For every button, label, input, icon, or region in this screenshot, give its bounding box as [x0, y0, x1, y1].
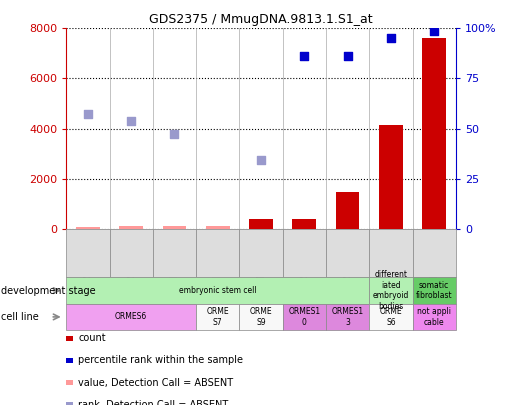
Text: percentile rank within the sample: percentile rank within the sample: [78, 356, 243, 365]
Bar: [76, 227, 100, 229]
Point: [127, 118, 136, 124]
Bar: [293, 219, 316, 229]
Bar: [163, 226, 187, 229]
Title: GDS2375 / MmugDNA.9813.1.S1_at: GDS2375 / MmugDNA.9813.1.S1_at: [149, 13, 373, 26]
Bar: [422, 38, 446, 229]
Text: embryonic stem cell: embryonic stem cell: [179, 286, 257, 295]
Point: [170, 130, 179, 137]
Point: [257, 157, 265, 163]
Point: [430, 28, 438, 34]
Text: value, Detection Call = ABSENT: value, Detection Call = ABSENT: [78, 378, 234, 388]
Bar: [206, 226, 229, 229]
Point: [387, 35, 395, 42]
Bar: [379, 125, 403, 229]
Text: count: count: [78, 333, 106, 343]
Bar: [335, 192, 359, 229]
Text: ORMES1
0: ORMES1 0: [288, 307, 320, 326]
Text: ORME
S7: ORME S7: [206, 307, 229, 326]
Point: [300, 53, 308, 59]
Text: ORMES1
3: ORMES1 3: [332, 307, 364, 326]
Text: rank, Detection Call = ABSENT: rank, Detection Call = ABSENT: [78, 400, 228, 405]
Text: ORME
S6: ORME S6: [379, 307, 402, 326]
Text: somatic
fibroblast: somatic fibroblast: [416, 281, 453, 300]
Text: cell line: cell line: [1, 312, 39, 322]
Text: development stage: development stage: [1, 286, 96, 296]
Text: ORME
S9: ORME S9: [250, 307, 272, 326]
Bar: [119, 226, 143, 229]
Point: [84, 110, 92, 117]
Text: ORMES6: ORMES6: [115, 312, 147, 322]
Point: [343, 53, 352, 59]
Text: not appli
cable: not appli cable: [417, 307, 451, 326]
Bar: [249, 219, 273, 229]
Text: different
iated
embryoid
bodies: different iated embryoid bodies: [373, 271, 409, 311]
